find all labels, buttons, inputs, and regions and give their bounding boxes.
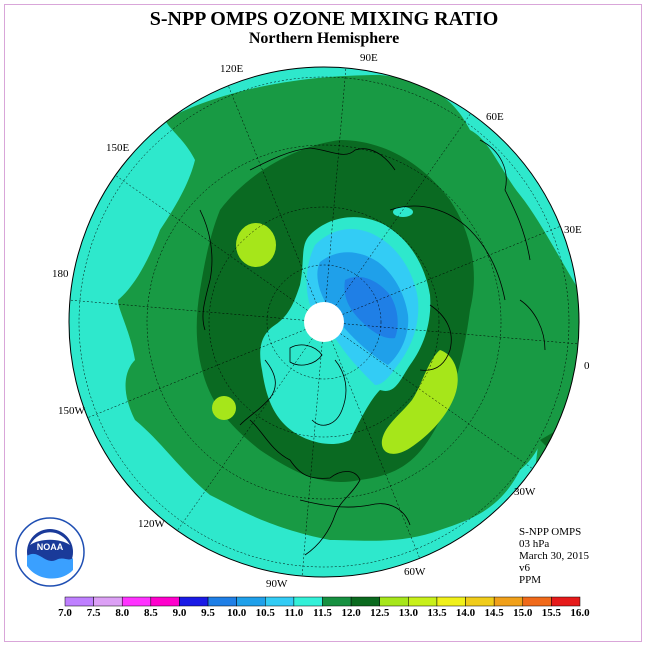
colorbar-tick-label: 11.0 [284,607,304,619]
latitude-circles [78,76,570,568]
colorbar-box [408,596,438,607]
colorbar-tick-label: 11.5 [313,607,332,619]
colorbar-tick-label: 15.0 [513,607,533,619]
colorbar-tick-label: 9.5 [201,607,215,619]
lon-label-120e: 120E [220,63,244,75]
ozone-band-12-5-atlantic [381,350,458,454]
colorbar-tick-label: 7.5 [86,607,101,619]
colorbar-box [493,596,524,607]
colorbar-box [64,596,94,607]
figure-frame [4,4,642,642]
colorbar-tick-label: 14.0 [455,607,476,619]
colorbar-box [236,596,266,607]
lon-label-60e: 60E [486,111,504,123]
ozone-band-12-5-siberia [236,223,276,267]
colorbar-box [436,596,466,607]
info-units: PPM [519,574,542,586]
colorbar-box [179,596,209,607]
info-date: March 30, 2015 [519,550,589,562]
lon-label-30w: 30W [514,486,536,498]
colorbar-tick-label: 12.5 [370,607,390,619]
info-instrument: S-NPP OMPS [519,526,582,538]
pole-cap [304,302,344,342]
colorbar-box [293,596,323,607]
colorbar-box [322,596,352,607]
lon-label-30e: 30E [564,224,582,236]
colorbar-tick-label: 8.5 [143,607,158,619]
lon-label-180: 180 [52,268,69,280]
ozone-band-12-5-pacific [212,396,236,420]
map-boundary [68,66,580,578]
colorbar-box [379,596,409,607]
lon-label-60w: 60W [404,566,426,578]
colorbar-box [265,596,295,607]
colorbar-box [207,596,237,607]
colorbar-box [350,596,380,607]
lon-label-120w: 120W [138,518,165,530]
colorbar-tick-label: 14.5 [484,607,504,619]
ozone-band-9-5 [344,276,398,339]
colorbar-box [93,596,123,607]
colorbar-tick-label: 15.5 [541,607,561,619]
colorbar-box [465,596,495,607]
colorbar-tick-label: 12.0 [341,607,361,619]
ozone-band-11-speck [393,207,413,217]
lon-label-150w: 150W [58,405,85,417]
colorbar-box [522,596,552,607]
map-subtitle: Northern Hemisphere [248,30,400,47]
lon-label-90w: 90W [266,578,288,590]
colorbar-tick-label: 9.0 [172,607,187,619]
colorbar-tick-label: 7.0 [58,607,72,619]
coastlines [199,139,546,556]
lon-label-90e: 90E [360,52,378,64]
colorbar-box [150,596,180,607]
colorbar-tick-label: 13.0 [398,607,418,619]
lon-label-150e: 150E [106,142,130,154]
colorbar-tick-label: 13.5 [427,607,447,619]
map-title: S-NPP OMPS OZONE MIXING RATIO [149,8,499,30]
colorbar-tick-label: 16.0 [570,607,590,619]
lon-label-0: 0 [584,360,590,372]
colorbar-box [121,596,152,607]
colorbar-tick-label: 8.0 [115,607,130,619]
colorbar-box [551,596,581,607]
colorbar-tick-label: 10.5 [255,607,275,619]
meridians [69,67,579,577]
info-version: v6 [519,562,530,574]
colorbar-tick-label: 10.0 [227,607,247,619]
info-level: 03 hPa [519,538,550,550]
colorbar [64,596,581,607]
